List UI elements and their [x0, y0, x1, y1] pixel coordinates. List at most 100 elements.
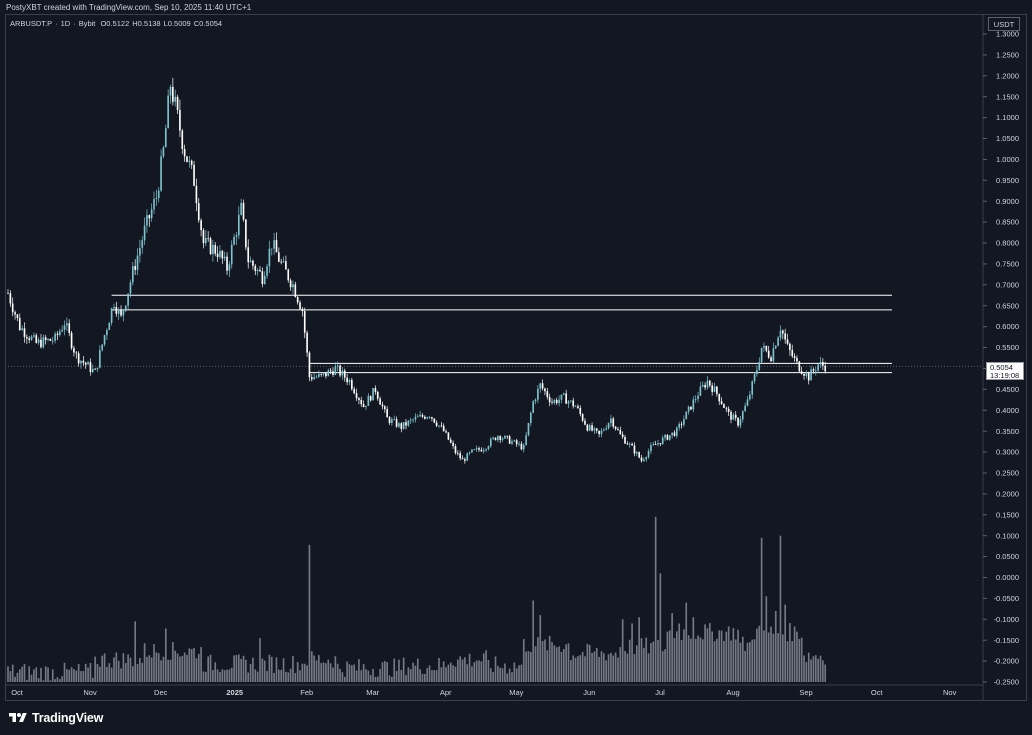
candle-bull	[539, 383, 542, 389]
volume-bar	[577, 656, 579, 682]
candle-bear	[454, 446, 457, 453]
candle-bull	[560, 394, 563, 400]
candle-bull	[760, 347, 763, 363]
volume-bar	[497, 665, 499, 682]
candle-bear	[786, 339, 789, 344]
candle-bull	[574, 406, 577, 407]
candle-bull	[414, 416, 417, 420]
volume-bar	[671, 613, 673, 682]
symbol-name[interactable]: ARBUSDT.P	[10, 19, 53, 28]
volume-bar	[407, 667, 410, 682]
volume-bar	[765, 596, 768, 682]
candle-bull	[54, 333, 56, 341]
volume-bar	[548, 635, 551, 682]
volume-bar	[805, 661, 808, 682]
candle-bull	[525, 435, 527, 446]
footer: TradingView	[8, 709, 103, 727]
candle-bull	[91, 368, 94, 373]
volume-bar	[207, 656, 210, 682]
candle-bull	[489, 438, 492, 447]
candle-bear	[449, 439, 452, 443]
candle-bull	[527, 422, 530, 436]
volume-bar	[727, 626, 730, 682]
resistance-levels[interactable]	[8, 294, 983, 374]
volume-bar	[103, 653, 106, 682]
volume-bar	[174, 650, 177, 682]
volume-bar	[558, 646, 560, 682]
candle-bear	[480, 449, 483, 452]
candle-bear	[360, 399, 363, 405]
candle-bear	[734, 414, 737, 418]
volume-bar	[143, 643, 146, 682]
currency-button[interactable]: USDT	[988, 17, 1020, 31]
volume-bar	[708, 623, 711, 682]
candle-bear	[572, 400, 575, 407]
volume-bar	[419, 669, 421, 682]
volume-bar	[101, 655, 104, 682]
candle-bear	[221, 250, 224, 259]
candle-bear	[195, 185, 198, 204]
candle-bear	[49, 338, 52, 341]
volume-bar	[280, 669, 283, 682]
candle-bear	[362, 404, 365, 407]
candle-bear	[355, 393, 358, 399]
candle-bull	[643, 459, 645, 461]
volume-bar	[11, 664, 14, 682]
price-tick-label: 0.2500	[996, 469, 1019, 478]
candle-bear	[577, 406, 579, 409]
candle-bear	[329, 370, 332, 372]
volume-bar	[21, 666, 23, 682]
candle-bear	[767, 350, 770, 358]
volume-bar	[725, 631, 728, 682]
candle-bull	[645, 457, 648, 460]
candle-bear	[581, 414, 584, 421]
volume-bar	[730, 640, 732, 682]
candle-bear	[421, 414, 424, 417]
candle-bear	[395, 419, 398, 427]
volume-bar	[603, 653, 605, 682]
volume-bar	[428, 665, 431, 682]
volume-bar	[760, 537, 763, 682]
symbol-interval[interactable]: 1D	[60, 19, 71, 28]
volume-bar	[47, 667, 49, 682]
candle-bull	[772, 348, 775, 362]
chart-frame	[5, 14, 1027, 701]
volume-bar	[687, 635, 690, 682]
volume-bar	[734, 639, 737, 682]
candle-bull	[398, 423, 400, 427]
candle-bear	[374, 388, 377, 392]
candle-bear	[94, 368, 96, 370]
volume-bar	[334, 656, 337, 682]
volume-bar	[650, 643, 652, 682]
volume-bar	[26, 679, 28, 682]
candle-bull	[751, 381, 754, 395]
volume-bar	[106, 666, 108, 682]
brand-name: TradingView	[32, 711, 104, 725]
candle-bull	[63, 325, 66, 330]
volume-bar	[758, 625, 761, 682]
candle-bear	[708, 380, 711, 386]
volume-bar	[223, 670, 226, 682]
candle-bear	[296, 296, 299, 303]
candle-bull	[758, 362, 761, 370]
candle-bear	[793, 356, 796, 358]
candle-bear	[186, 156, 188, 162]
candle-bull	[235, 235, 238, 237]
volume-bar	[400, 669, 403, 682]
volume-bar	[767, 632, 770, 682]
volume-bar	[544, 639, 546, 682]
candle-bear	[508, 436, 511, 444]
candle-bear	[11, 303, 14, 313]
volume-bar	[678, 623, 681, 682]
candle-bull	[146, 215, 148, 226]
symbol-legend[interactable]: ARBUSDT.P · 1D · Bybit O0.5122 H0.5138 L0.5009…	[10, 19, 223, 28]
volume-bar	[249, 663, 252, 682]
volume-bar	[30, 674, 33, 682]
candle-bull	[567, 401, 570, 404]
candle-bull	[605, 428, 608, 430]
volume-bar	[449, 662, 452, 682]
volume-bar	[275, 657, 278, 682]
candle-bear	[730, 411, 732, 420]
candle-bull	[327, 370, 330, 377]
